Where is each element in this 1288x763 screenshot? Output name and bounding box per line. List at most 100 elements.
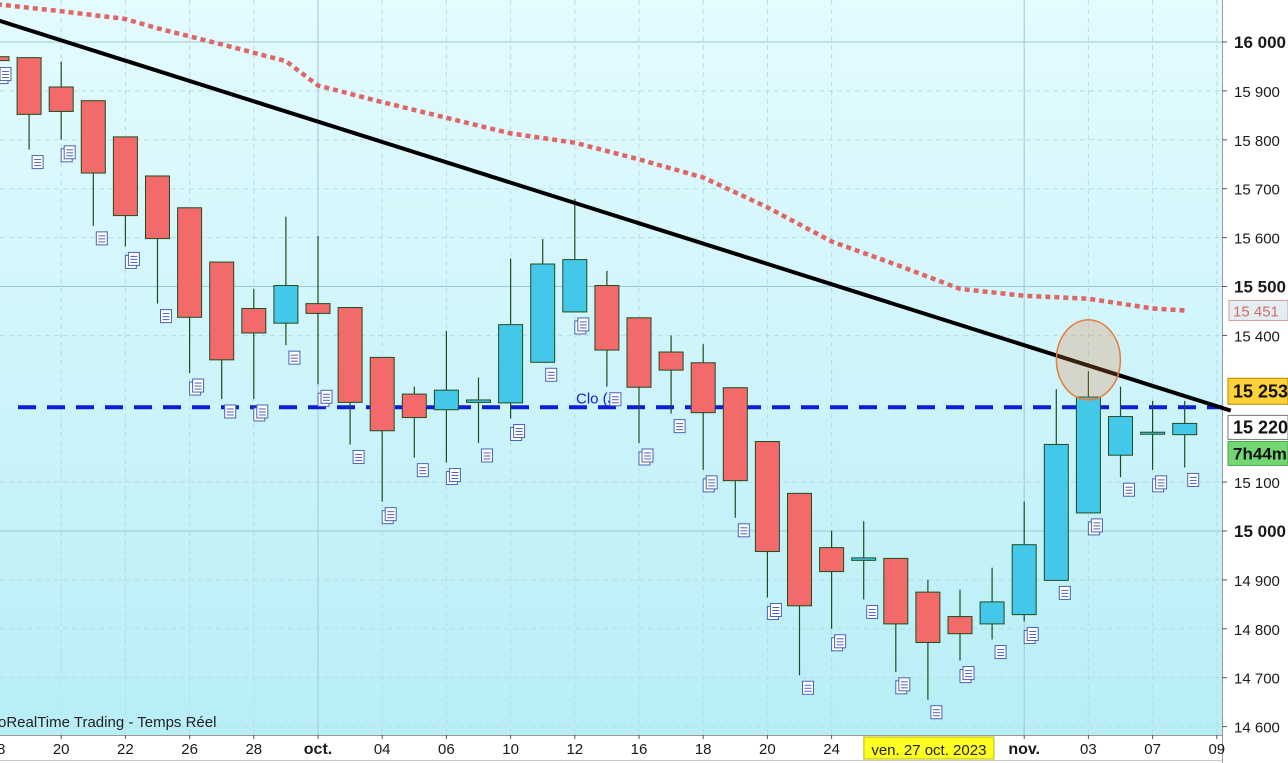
candle[interactable] <box>915 579 941 700</box>
note-icons <box>0 67 1200 720</box>
note-icon[interactable] <box>545 367 558 382</box>
note-icon[interactable] <box>802 680 814 695</box>
candle[interactable] <box>947 589 973 661</box>
note-icon[interactable] <box>160 309 172 324</box>
note-icon[interactable] <box>702 475 718 493</box>
note-icon[interactable] <box>224 404 237 419</box>
candle[interactable] <box>16 57 42 150</box>
note-icon[interactable] <box>317 389 333 407</box>
candle[interactable] <box>1172 400 1198 468</box>
price-tick-label: 15 400 <box>1234 328 1280 345</box>
price-axis-labels: 16 000 15 900 15 800 15 700 15 600 15 500 15 4… <box>1222 33 1286 737</box>
candle[interactable] <box>177 207 203 374</box>
note-icon[interactable] <box>1187 472 1200 487</box>
trendline[interactable] <box>0 18 1232 413</box>
candle[interactable] <box>466 377 491 443</box>
candle[interactable] <box>690 344 716 470</box>
candle[interactable] <box>0 56 10 62</box>
moving-average-line[interactable] <box>0 2 1185 313</box>
note-icon[interactable] <box>1087 518 1103 536</box>
candle[interactable] <box>498 258 524 419</box>
candle[interactable] <box>305 236 331 385</box>
reference-line-label: Clo (J) <box>576 390 620 407</box>
note-icon[interactable] <box>352 449 365 464</box>
candle[interactable] <box>80 100 106 226</box>
note-icon[interactable] <box>866 604 879 619</box>
candle[interactable] <box>1108 386 1133 478</box>
candle-body-up <box>562 259 588 313</box>
candle[interactable] <box>337 307 363 445</box>
candle[interactable] <box>112 136 138 247</box>
candle[interactable] <box>658 335 684 414</box>
note-icon[interactable] <box>189 378 205 396</box>
note-icon[interactable] <box>481 448 493 463</box>
price-tick-label: 15 600 <box>1234 231 1280 248</box>
price-tick-label: 15 000 <box>1234 522 1286 541</box>
note-icon[interactable] <box>609 392 622 407</box>
candle[interactable] <box>594 270 620 387</box>
time-tick-label: 18 <box>695 741 712 758</box>
note-icon[interactable] <box>574 317 590 335</box>
candle[interactable] <box>1011 501 1037 622</box>
price-tick-label: 14 900 <box>1234 573 1280 590</box>
candle[interactable] <box>48 61 74 140</box>
candle-body-down <box>16 57 42 115</box>
candle[interactable] <box>722 387 748 518</box>
note-icon[interactable] <box>288 350 301 365</box>
candle[interactable] <box>273 216 299 346</box>
note-icon[interactable] <box>831 634 847 652</box>
candle[interactable] <box>851 521 877 600</box>
note-icon[interactable] <box>416 463 429 478</box>
candle[interactable] <box>530 239 556 363</box>
note-icon[interactable] <box>1023 626 1039 644</box>
candle[interactable] <box>562 198 588 313</box>
candle[interactable] <box>754 441 780 598</box>
note-icon[interactable] <box>124 251 140 269</box>
candle[interactable] <box>1075 371 1101 514</box>
note-icon[interactable] <box>737 523 750 538</box>
note-icon[interactable] <box>638 448 654 466</box>
note-icon[interactable] <box>895 677 911 695</box>
time-tick-label: 04 <box>374 741 391 758</box>
candle-body-down <box>594 285 620 351</box>
note-icon[interactable] <box>959 666 975 684</box>
note-icon[interactable] <box>1152 475 1168 493</box>
candle[interactable] <box>401 386 427 458</box>
candle-body-down <box>722 387 748 482</box>
candle[interactable] <box>433 330 459 463</box>
note-icon[interactable] <box>31 155 44 170</box>
candle-body-down <box>690 362 716 414</box>
candle[interactable] <box>241 288 267 399</box>
highlight-ellipse[interactable] <box>1055 319 1122 401</box>
time-tick-label: 26 <box>181 741 198 758</box>
note-icon[interactable] <box>445 468 461 486</box>
candle[interactable] <box>1140 400 1166 470</box>
candle[interactable] <box>369 356 395 502</box>
candle[interactable] <box>1043 389 1069 581</box>
candle[interactable] <box>787 492 812 676</box>
note-icon[interactable] <box>95 231 108 246</box>
note-icon[interactable] <box>253 404 269 422</box>
note-icon[interactable] <box>510 424 526 442</box>
candle-body-down <box>626 317 652 388</box>
candle-body-up <box>273 285 299 324</box>
note-icon[interactable] <box>60 145 76 163</box>
note-icon[interactable] <box>381 507 397 525</box>
note-icon[interactable] <box>766 603 782 621</box>
candle[interactable] <box>883 557 909 672</box>
note-icon[interactable] <box>994 645 1007 660</box>
time-tick-label: 24 <box>823 741 840 758</box>
candle[interactable] <box>979 567 1005 640</box>
ma-price-tag <box>1228 299 1288 321</box>
note-icon[interactable] <box>930 705 943 720</box>
candle[interactable] <box>145 175 170 304</box>
note-icon[interactable] <box>1058 585 1071 600</box>
candle[interactable] <box>819 530 845 629</box>
note-icon[interactable] <box>1123 482 1135 497</box>
candle[interactable] <box>626 317 652 443</box>
candle[interactable] <box>209 261 235 399</box>
time-axis-panel[interactable] <box>0 735 1222 763</box>
note-icon[interactable] <box>0 67 12 85</box>
note-icon[interactable] <box>673 419 686 434</box>
